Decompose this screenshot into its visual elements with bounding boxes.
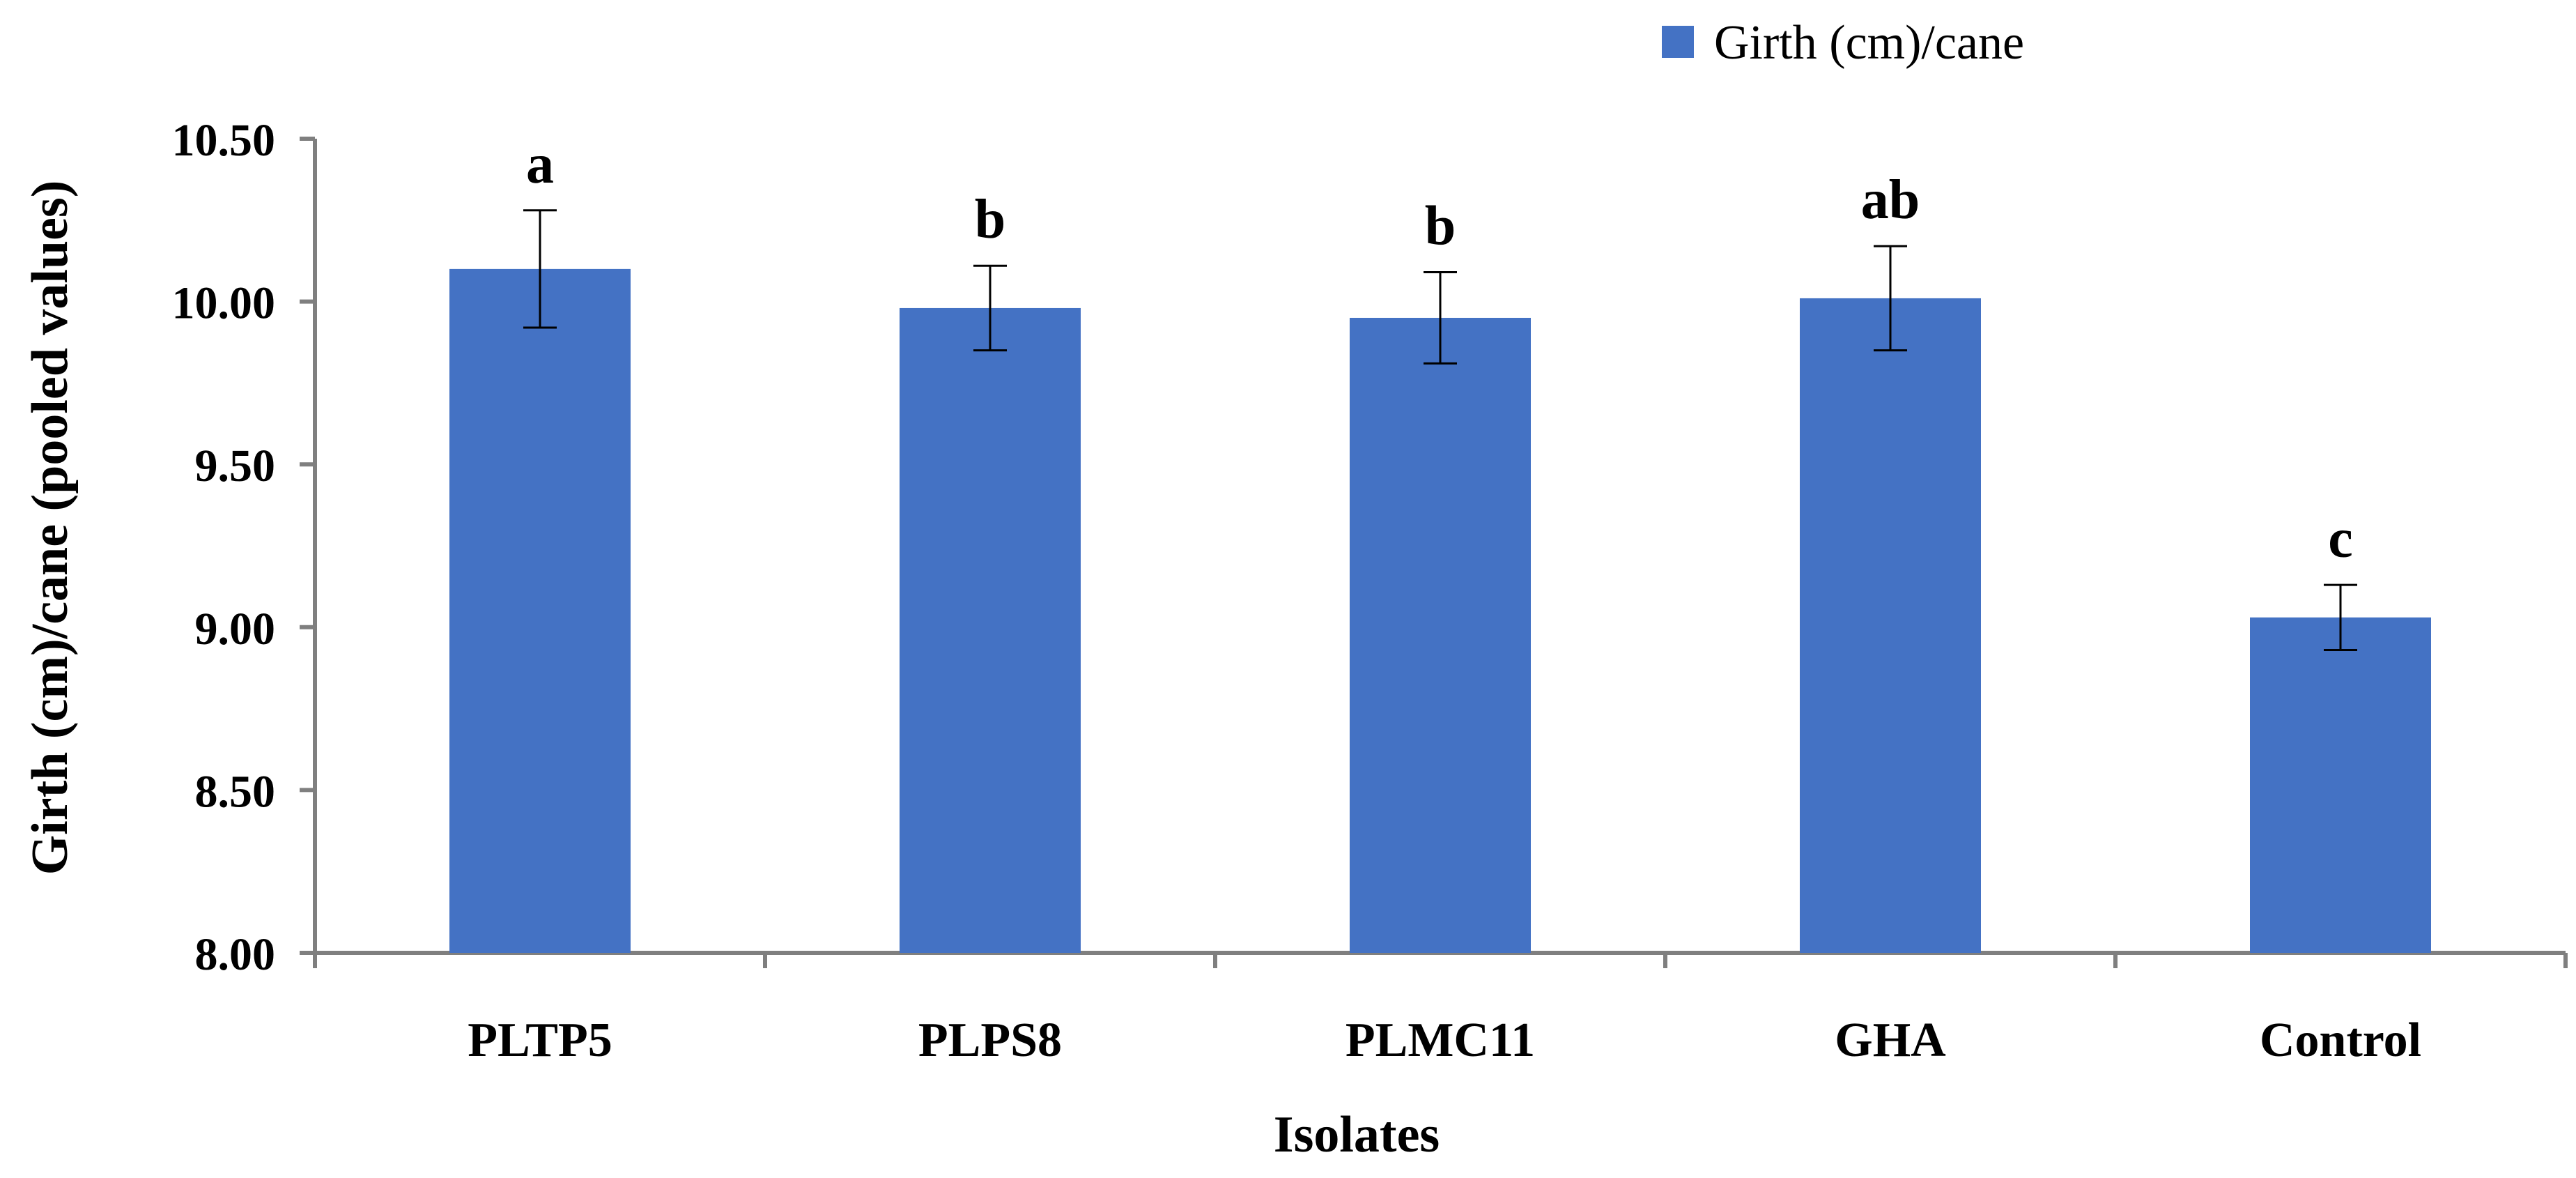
y-axis: 8.00 8.50 9.00 9.50 10.00 10.50 xyxy=(172,115,317,980)
error-bars xyxy=(523,209,2357,652)
bar xyxy=(1800,298,1981,954)
significance-label: b xyxy=(975,189,1006,250)
x-tick-label: GHA xyxy=(1835,1013,1946,1067)
bar xyxy=(1350,317,1531,954)
bars xyxy=(449,268,2431,954)
x-tick-label: Control xyxy=(2260,1013,2421,1067)
legend-swatch xyxy=(1662,26,1694,58)
significance-label: a xyxy=(526,134,554,195)
y-tick-label: 8.00 xyxy=(195,929,276,980)
bar xyxy=(900,307,1081,954)
x-axis-title: Isolates xyxy=(1274,1106,1440,1163)
x-axis: PLTP5 PLPS8 PLMC11 GHA Control xyxy=(313,951,2568,1067)
significance-label: ab xyxy=(1861,169,1920,231)
y-tick-label: 8.50 xyxy=(195,766,276,817)
x-tick-label: PLPS8 xyxy=(918,1013,1062,1067)
legend: Girth (cm)/cane xyxy=(1662,16,2024,70)
legend-label: Girth (cm)/cane xyxy=(1714,16,2024,70)
y-tick-label: 10.00 xyxy=(172,278,276,329)
y-axis-title: Girth (cm)/cane (pooled values) xyxy=(22,181,79,875)
x-tick-label: PLTP5 xyxy=(468,1013,612,1067)
bar xyxy=(2250,617,2431,953)
y-tick-label: 9.00 xyxy=(195,604,276,655)
significance-labels: ab b abc xyxy=(526,134,2353,569)
y-tick-label: 10.50 xyxy=(172,115,276,166)
y-tick-label: 9.50 xyxy=(195,441,276,491)
significance-label: b xyxy=(1425,196,1456,257)
x-tick-label: PLMC11 xyxy=(1345,1013,1535,1067)
bar xyxy=(449,268,631,953)
significance-label: c xyxy=(2328,508,2353,569)
